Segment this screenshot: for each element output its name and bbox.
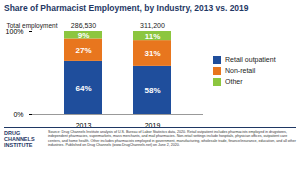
svg-text:27%: 27% <box>75 46 91 55</box>
html-text:Retail outpatient: Retail outpatient <box>225 56 276 63</box>
svg-text:Total employment: Total employment <box>7 22 58 30</box>
html-text:Source: Drug Channels Institut: Source: Drug Channels Institute analysis… <box>48 130 296 147</box>
svg-text:311,200311,200: 311,200311,200 <box>140 22 165 29</box>
svg-text:58%: 58% <box>144 86 160 95</box>
svg-text:286,530286,530: 286,530286,530 <box>71 22 96 29</box>
html-text:Non-retail: Non-retail <box>225 67 256 74</box>
svg-text:0%: 0% <box>13 111 23 118</box>
svg-text:2013: 2013 <box>76 122 92 127</box>
html-text:DRUG CHANNELS INSTITUTE: DRUG CHANNELS INSTITUTE <box>4 130 35 148</box>
svg-text:11%: 11% <box>145 32 161 41</box>
svg-text:2019: 2019 <box>145 122 161 127</box>
html-text:Share of Pharmacist Employment: Share of Pharmacist Employment, by Indus… <box>4 3 249 13</box>
svg-text:9%: 9% <box>78 31 90 40</box>
svg-text:31%: 31% <box>144 49 160 58</box>
svg-text:64%: 64% <box>75 84 91 93</box>
html-text:Other: Other <box>225 78 243 85</box>
svg-text:100%: 100% <box>5 27 24 35</box>
